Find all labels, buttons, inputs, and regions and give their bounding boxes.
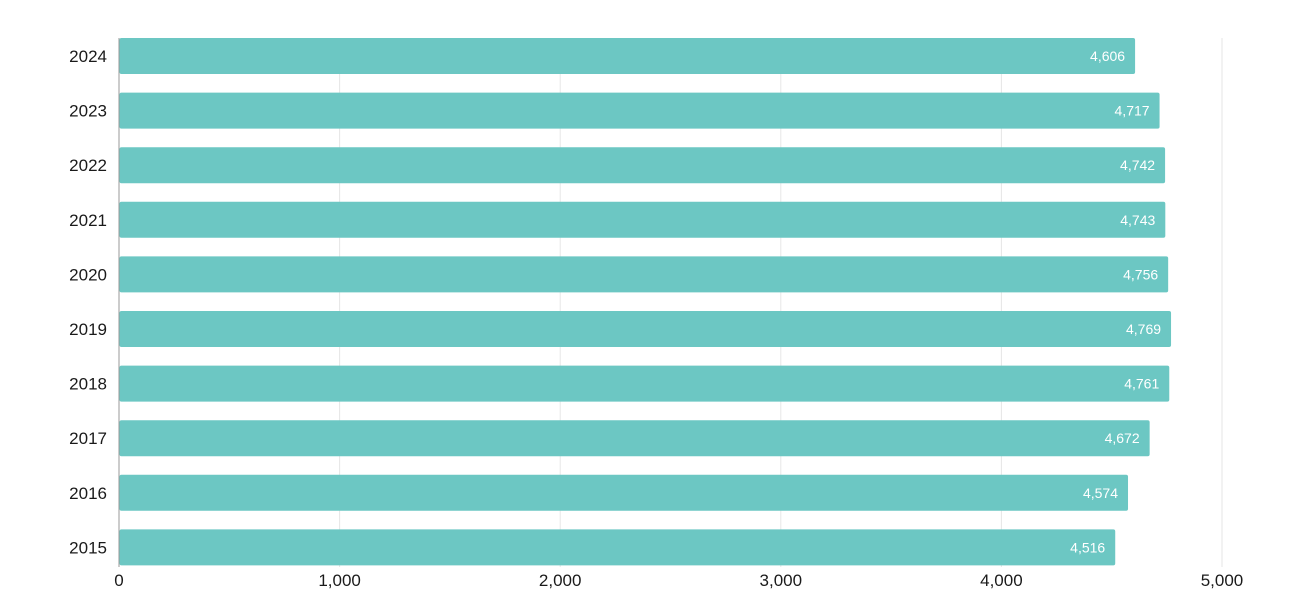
category-labels: 2024 2023 2022 2021 2020 2019 2018 2017 2016 2015 [69,47,107,557]
category-label: 2015 [69,538,107,557]
category-label: 2016 [69,484,107,503]
category-label: 2024 [69,47,107,66]
bar-2024 [119,38,1136,74]
bar-2019 [119,311,1172,347]
bar-2021 [119,201,1166,238]
bar-2023 [119,92,1160,129]
bar-value-label: 4,761 [1124,376,1159,392]
bar-value-label: 4,516 [1070,539,1105,555]
category-label: 2019 [69,320,107,339]
category-label: 2017 [69,429,107,448]
bar-2018 [119,365,1170,402]
bar-2015 [119,529,1116,566]
category-label: 2022 [69,156,107,175]
x-tick-label: 3,000 [760,571,803,590]
category-label: 2023 [69,102,107,121]
x-tick-label: 4,000 [980,571,1023,590]
bar-value-label: 4,672 [1105,430,1140,446]
category-label: 2021 [69,211,107,230]
bar-2017 [119,420,1150,457]
x-tick-labels: 0 1,000 2,000 3,000 4,000 5,000 [114,571,1243,590]
bar-2020 [119,256,1169,293]
bar-value-label: 4,717 [1115,103,1150,119]
bar-value-labels: 4,606 4,717 4,742 4,743 4,756 4,769 4,761 4,672… [1070,48,1161,555]
bar-value-label: 4,742 [1120,157,1155,173]
bar-value-label: 4,606 [1090,48,1125,64]
bar-value-label: 4,756 [1123,266,1158,282]
x-tick-label: 2,000 [539,571,582,590]
bars [119,38,1172,566]
x-tick-label: 1,000 [318,571,361,590]
bar-2016 [119,474,1129,511]
bar-2022 [119,147,1166,184]
bar-value-label: 4,743 [1120,212,1155,228]
bar-value-label: 4,574 [1083,485,1118,501]
bar-value-label: 4,769 [1126,321,1161,337]
x-tick-label: 5,000 [1201,571,1244,590]
x-tick-label: 0 [114,571,123,590]
category-label: 2018 [69,375,107,394]
category-label: 2020 [69,265,107,284]
